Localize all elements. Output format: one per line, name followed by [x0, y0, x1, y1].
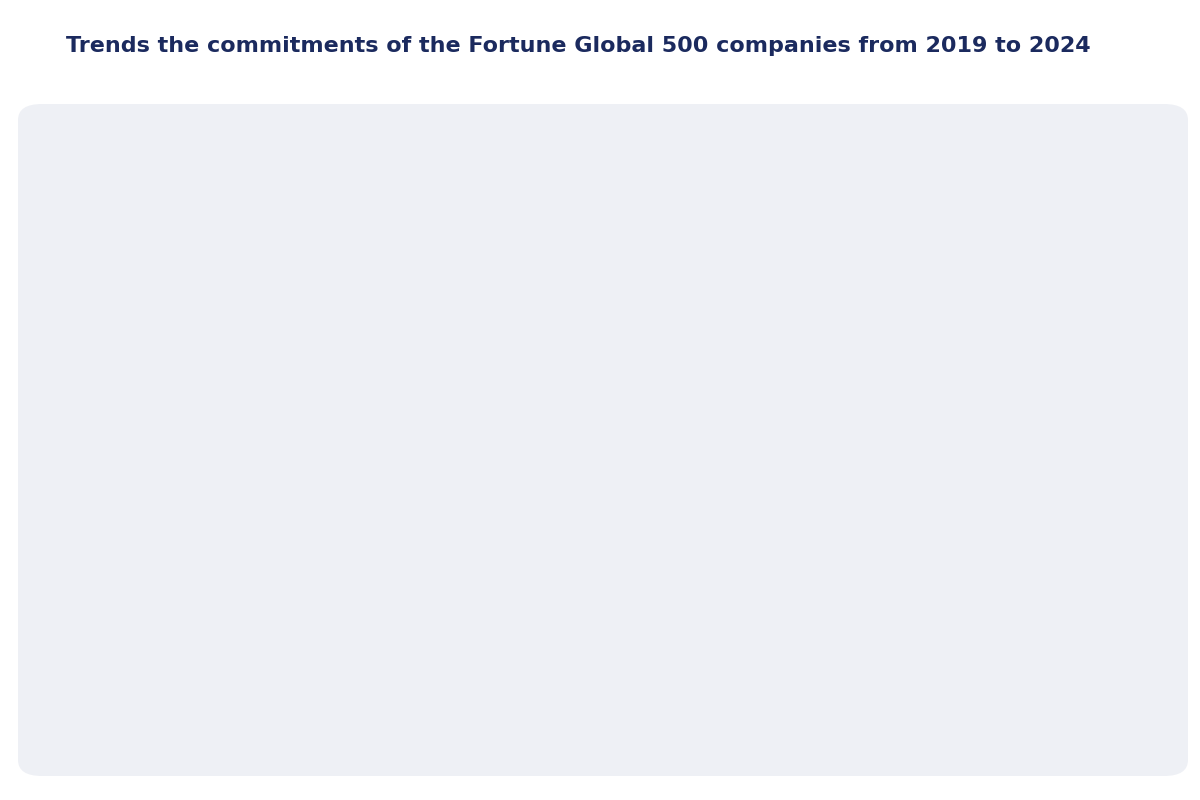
Net zero	[550, 418, 564, 427]
RE100	[1063, 501, 1078, 511]
near term Science Based Target	[892, 307, 906, 317]
Carbon neutral	[208, 560, 222, 570]
RE100	[721, 522, 736, 531]
near term Science Based Target	[1063, 305, 1078, 314]
Carbon neutral	[1063, 321, 1078, 331]
Text: Trends the commitments of the Fortune Global 500 companies from 2019 to 2024: Trends the commitments of the Fortune Gl…	[66, 36, 1091, 56]
Y-axis label: Fortune Global 500 companies with this commitment (%): Fortune Global 500 companies with this c…	[80, 181, 96, 619]
Line: RE100: RE100	[211, 502, 1074, 569]
RE100	[550, 533, 564, 542]
Net zero	[208, 560, 222, 570]
Carbon neutral	[379, 491, 394, 501]
Legend: Carbon neutral, Net zero, RE100, near term Science Based Target: Carbon neutral, Net zero, RE100, near te…	[288, 741, 1014, 768]
near term Science Based Target	[550, 398, 564, 406]
Net zero	[892, 269, 906, 279]
RE100	[379, 543, 394, 553]
near term Science Based Target	[208, 501, 222, 511]
Net zero	[1063, 205, 1078, 214]
Line: near term Science Based Target: near term Science Based Target	[211, 306, 1074, 510]
near term Science Based Target	[721, 317, 736, 326]
RE100	[208, 560, 222, 570]
Net zero	[721, 279, 736, 289]
Carbon neutral	[550, 365, 564, 374]
Carbon neutral	[721, 343, 736, 353]
Line: Net zero: Net zero	[211, 206, 1074, 588]
near term Science Based Target	[379, 453, 394, 462]
Carbon neutral	[892, 311, 906, 321]
RE100	[892, 510, 906, 519]
Net zero	[379, 579, 394, 589]
Line: Carbon neutral: Carbon neutral	[211, 312, 1074, 569]
